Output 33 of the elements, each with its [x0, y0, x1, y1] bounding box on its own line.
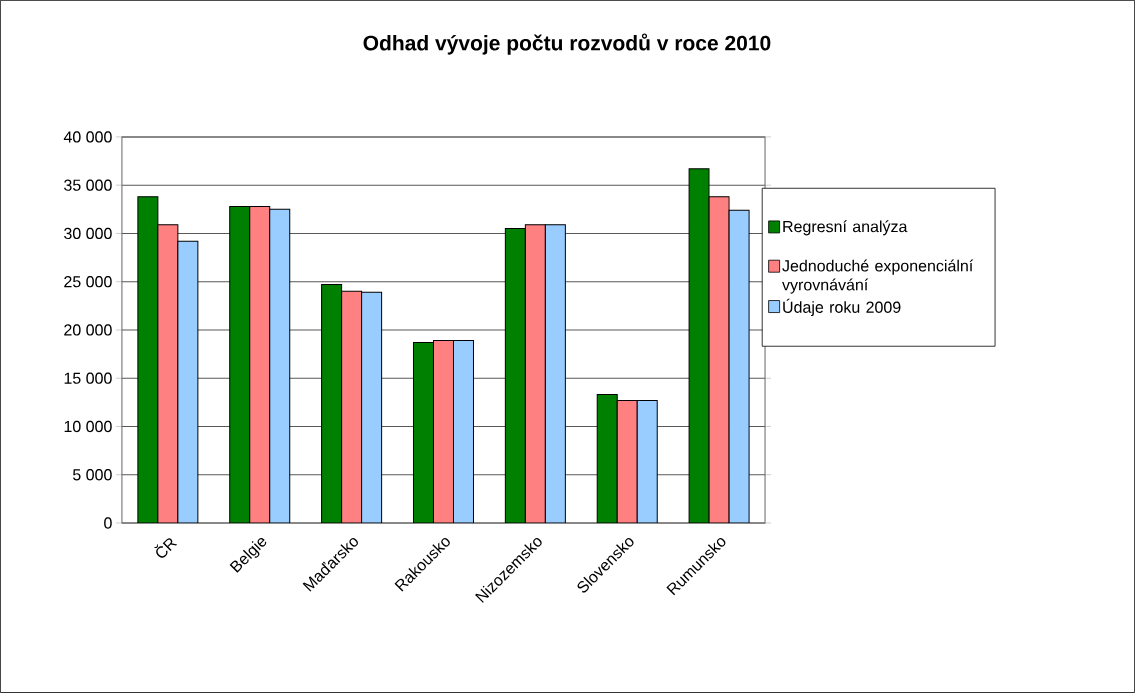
y-tick-label: 35 000 — [64, 179, 112, 191]
legend-label: Údaje roku 2009 — [783, 298, 901, 317]
bar — [433, 340, 454, 524]
bar — [525, 224, 546, 524]
bar — [341, 291, 362, 524]
y-tick-label: 0 — [104, 517, 112, 529]
bar — [597, 394, 618, 524]
x-tick-label: ČR — [154, 538, 178, 558]
chart-title: Odhad vývoje počtu rozvodů v roce 2010 — [363, 33, 771, 55]
bar — [637, 400, 658, 524]
y-tick-label: 5 000 — [73, 469, 112, 481]
y-tick-label: 15 000 — [64, 372, 112, 384]
y-tick-label: 25 000 — [64, 276, 112, 288]
bar — [413, 342, 434, 524]
bar — [688, 168, 710, 524]
y-tick-label: 40 000 — [63, 131, 112, 143]
bar — [157, 224, 178, 524]
bar — [137, 196, 158, 524]
y-tick-label: 10 000 — [64, 420, 112, 433]
bar — [545, 224, 566, 524]
bar — [269, 209, 290, 524]
bar — [321, 284, 342, 524]
bar — [453, 340, 474, 524]
bar — [361, 292, 382, 524]
legend-label: Regresní analýza — [783, 220, 908, 236]
y-tick-label: 20 000 — [64, 324, 112, 336]
y-tick-label: 30 000 — [64, 227, 112, 240]
legend-label: Jednoduché exponenciální vyrovnávání — [782, 259, 974, 294]
bar — [708, 196, 730, 524]
bar — [229, 206, 250, 524]
bar — [249, 206, 270, 524]
bar — [505, 228, 526, 524]
bar — [617, 400, 638, 524]
